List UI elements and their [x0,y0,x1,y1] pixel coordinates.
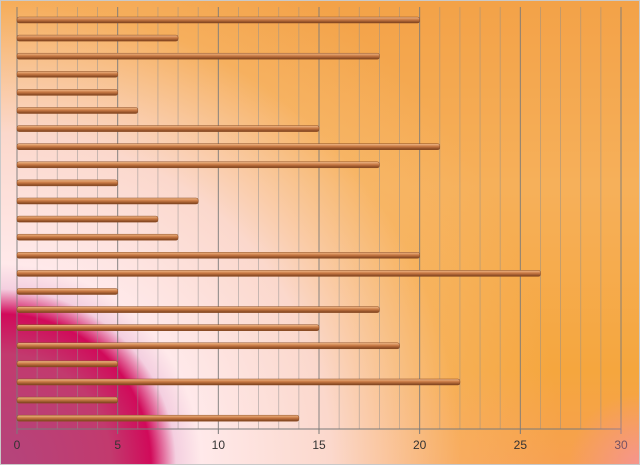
gridlines [16,7,622,429]
bar [16,143,441,150]
bar [16,107,139,114]
bar [16,197,199,205]
bar [16,179,118,187]
x-tick-label: 20 [413,438,427,452]
bar [16,89,118,96]
x-tick-label: 0 [14,438,21,452]
bar [16,34,179,42]
bar [16,378,461,386]
x-tick-label: 10 [212,438,226,452]
x-tick-label: 15 [312,438,326,452]
x-tick-label: 5 [114,438,121,452]
bar [16,288,118,295]
bar [16,396,118,404]
bar [16,360,118,368]
bars [16,16,541,422]
bar [16,52,380,60]
bar [16,125,320,132]
x-axis: 0 5 10 15 20 25 30 [14,428,628,452]
bar [16,161,380,169]
bar [16,414,300,422]
bar [16,252,420,259]
x-tick-label: 25 [514,438,528,452]
bar [16,324,320,331]
bar [16,71,118,78]
bar [16,215,159,223]
x-tick-label: 30 [614,438,628,452]
bar [16,16,420,24]
bar [16,342,400,350]
bar [16,306,380,313]
bar [16,270,541,277]
bar [16,233,179,241]
